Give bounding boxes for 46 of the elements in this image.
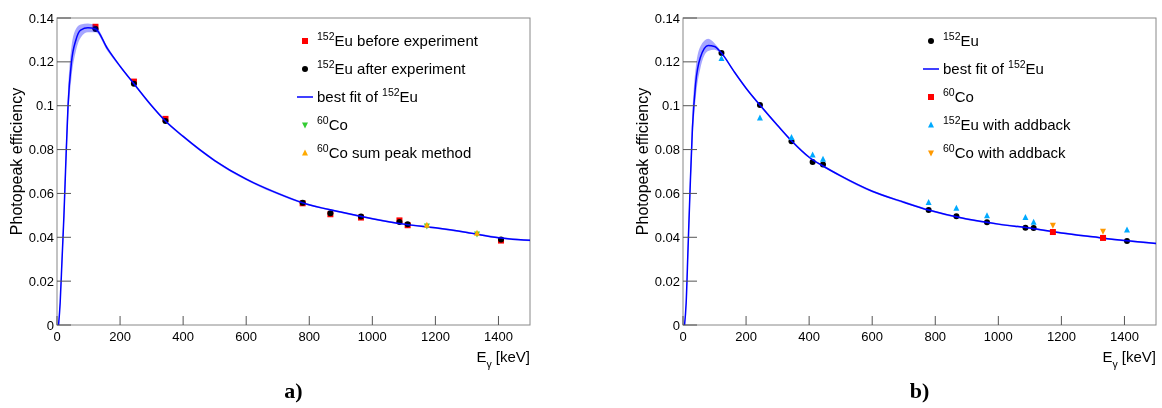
legend-label: $^{60}$Co with addback xyxy=(943,142,1067,161)
y-tick-label: 0 xyxy=(672,317,680,333)
y-tick-label: 0.08 xyxy=(654,142,680,158)
legend-label: $^{60}$Co sum peak method xyxy=(317,142,472,161)
x-tick-label: 1200 xyxy=(1046,329,1076,344)
x-tick-label: 1000 xyxy=(983,329,1013,344)
x-tick-label: 1000 xyxy=(357,329,387,344)
legend-label: $^{152}$Eu after experiment xyxy=(317,58,467,77)
x-tick-label: 600 xyxy=(235,329,258,344)
y-tick-label: 0.08 xyxy=(28,142,54,158)
x-tick-label: 200 xyxy=(735,329,757,344)
x-axis-title: E$_{γ}$ [keV] xyxy=(1102,348,1156,370)
y-tick-label: 0.1 xyxy=(35,98,54,114)
x-tick-label: 400 xyxy=(798,329,820,344)
y-tick-label: 0.06 xyxy=(654,185,680,201)
legend-label: $^{60}$Co xyxy=(317,114,348,133)
y-tick-label: 0.04 xyxy=(28,229,54,245)
legend-label: best fit of $^{152}$Eu xyxy=(943,58,1044,77)
legend-label: $^{152}$Eu before experiment xyxy=(317,30,479,49)
x-tick-label: 400 xyxy=(172,329,194,344)
y-tick-label: 0 xyxy=(46,317,54,333)
y-tick-label: 0.06 xyxy=(28,185,54,201)
y-axis-title: Photopeak efficiency xyxy=(634,87,651,236)
x-tick-label: 1400 xyxy=(1110,329,1139,344)
y-tick-label: 0.12 xyxy=(654,54,680,70)
y-axis-title: Photopeak efficiency xyxy=(8,87,25,236)
y-tick-label: 0.02 xyxy=(654,273,680,289)
legend-label: $^{152}$Eu xyxy=(943,30,979,49)
legend-label: $^{60}$Co xyxy=(943,86,974,105)
text: b) xyxy=(909,378,930,403)
y-tick-label: 0.02 xyxy=(28,273,54,289)
text: a) xyxy=(284,378,303,403)
legend-label: best fit of $^{152}$Eu xyxy=(317,86,418,105)
y-tick-label: 0.14 xyxy=(28,10,54,26)
x-axis-title: E$_{γ}$ [keV] xyxy=(476,348,530,370)
y-tick-label: 0.1 xyxy=(661,98,680,114)
y-tick-label: 0.14 xyxy=(654,10,680,26)
x-tick-label: 800 xyxy=(298,329,321,344)
x-tick-label: 800 xyxy=(924,329,947,344)
x-tick-label: 1400 xyxy=(484,329,513,344)
x-tick-label: 200 xyxy=(109,329,131,344)
legend-label: $^{152}$Eu with addback xyxy=(943,114,1072,133)
x-tick-label: 600 xyxy=(861,329,884,344)
y-tick-label: 0.12 xyxy=(28,54,54,70)
y-tick-label: 0.04 xyxy=(654,229,680,245)
x-tick-label: 1200 xyxy=(420,329,450,344)
